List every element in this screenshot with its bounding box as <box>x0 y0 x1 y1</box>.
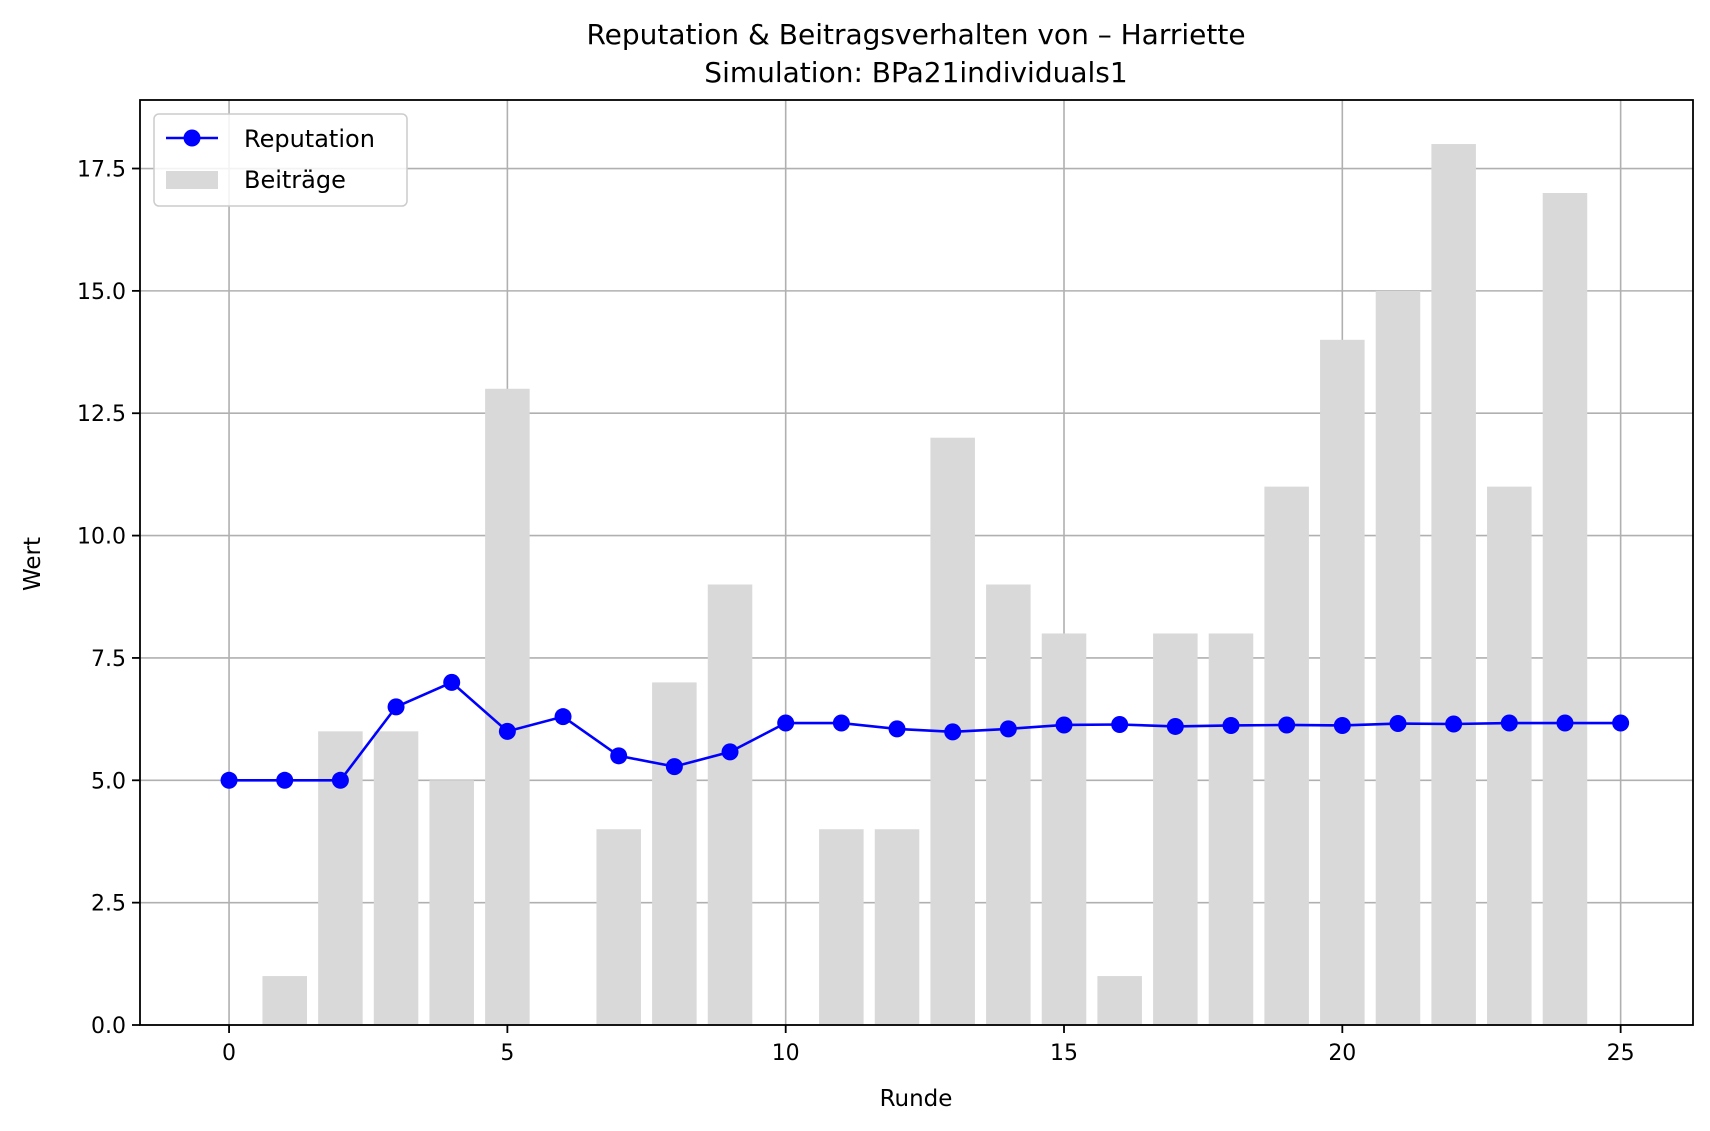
legend-reputation-marker <box>183 129 201 147</box>
plot-frame <box>139 99 1694 1026</box>
reputation-point <box>610 747 628 765</box>
line-series-reputation <box>220 673 1630 789</box>
bar-beitraege <box>1208 633 1254 1025</box>
bar-beitraege <box>1097 976 1142 1025</box>
reputation-point <box>1222 716 1240 734</box>
bar-beitraege <box>429 780 474 1025</box>
reputation-point <box>721 743 739 761</box>
reputation-point <box>331 771 349 789</box>
reputation-point <box>1111 715 1129 733</box>
y-tick-label: 5.0 <box>91 769 126 794</box>
x-tick-label: 0 <box>222 1041 236 1066</box>
reputation-point <box>1445 715 1463 733</box>
y-axis-ticks: 0.0 2.5 5.0 7.5 10.0 12.5 15.0 17.5 <box>77 158 140 1039</box>
bar-beitraege <box>874 829 920 1025</box>
reputation-point <box>387 698 405 716</box>
chart-title-line2: Simulation: BPa21individuals1 <box>704 56 1127 89</box>
x-tick-label: 15 <box>1050 1041 1078 1066</box>
bar-beitraege <box>1375 290 1421 1025</box>
reputation-point <box>1556 714 1574 732</box>
bar-beitraege <box>596 829 641 1025</box>
y-tick-label: 10.0 <box>77 525 126 550</box>
bar-beitraege <box>986 584 1031 1025</box>
legend-beitraege-swatch <box>166 171 218 189</box>
bar-beitraege <box>1041 633 1087 1025</box>
reputation-point <box>888 720 906 738</box>
reputation-point <box>1055 716 1073 734</box>
bar-beitraege <box>262 976 307 1025</box>
bar-beitraege <box>1431 144 1476 1026</box>
reputation-point <box>1500 714 1518 732</box>
legend: Reputation Beiträge <box>153 113 408 207</box>
x-tick-label: 10 <box>772 1041 800 1066</box>
reputation-point <box>999 720 1017 738</box>
x-axis-label: Runde <box>880 1086 953 1112</box>
y-tick-label: 7.5 <box>91 647 126 672</box>
x-tick-label: 5 <box>500 1041 514 1066</box>
reputation-point <box>1166 717 1184 735</box>
reputation-point <box>443 673 461 691</box>
reputation-point <box>1278 716 1296 734</box>
bar-series-beitraege <box>262 144 1588 1026</box>
y-tick-label: 0.0 <box>91 1014 126 1039</box>
bar-beitraege <box>652 682 697 1025</box>
bar-beitraege <box>1320 339 1365 1025</box>
reputation-point <box>498 722 516 740</box>
bar-beitraege <box>1153 633 1198 1025</box>
y-tick-label: 15.0 <box>77 280 126 305</box>
legend-label-reputation: Reputation <box>244 125 375 153</box>
y-axis-label: Wert <box>20 537 46 591</box>
reputation-point <box>276 771 294 789</box>
legend-label-beitraege: Beiträge <box>244 166 346 194</box>
bar-beitraege <box>1487 486 1532 1025</box>
reputation-point <box>944 723 962 741</box>
reputation-point <box>1612 714 1630 732</box>
chart-title-line1: Reputation & Beitragsverhalten von – Har… <box>586 18 1245 51</box>
bar-beitraege <box>373 731 419 1025</box>
x-tick-label: 25 <box>1607 1041 1635 1066</box>
x-tick-label: 20 <box>1328 1041 1356 1066</box>
bar-beitraege <box>485 388 530 1026</box>
reputation-point <box>220 771 238 789</box>
y-tick-label: 2.5 <box>91 892 126 917</box>
y-tick-label: 17.5 <box>77 158 126 183</box>
reputation-point <box>777 714 795 732</box>
bar-beitraege <box>1542 192 1588 1026</box>
y-tick-label: 12.5 <box>77 402 126 427</box>
reputation-point <box>1333 716 1351 734</box>
reputation-point <box>554 708 572 726</box>
bar-beitraege <box>707 584 753 1025</box>
bar-beitraege <box>819 829 864 1025</box>
reputation-point <box>1389 715 1407 733</box>
reputation-point <box>665 758 683 776</box>
reputation-line <box>229 680 1621 782</box>
reputation-point <box>832 714 850 732</box>
x-axis-ticks: 0 5 10 15 20 25 <box>222 1025 1635 1066</box>
bar-beitraege <box>1264 486 1309 1025</box>
